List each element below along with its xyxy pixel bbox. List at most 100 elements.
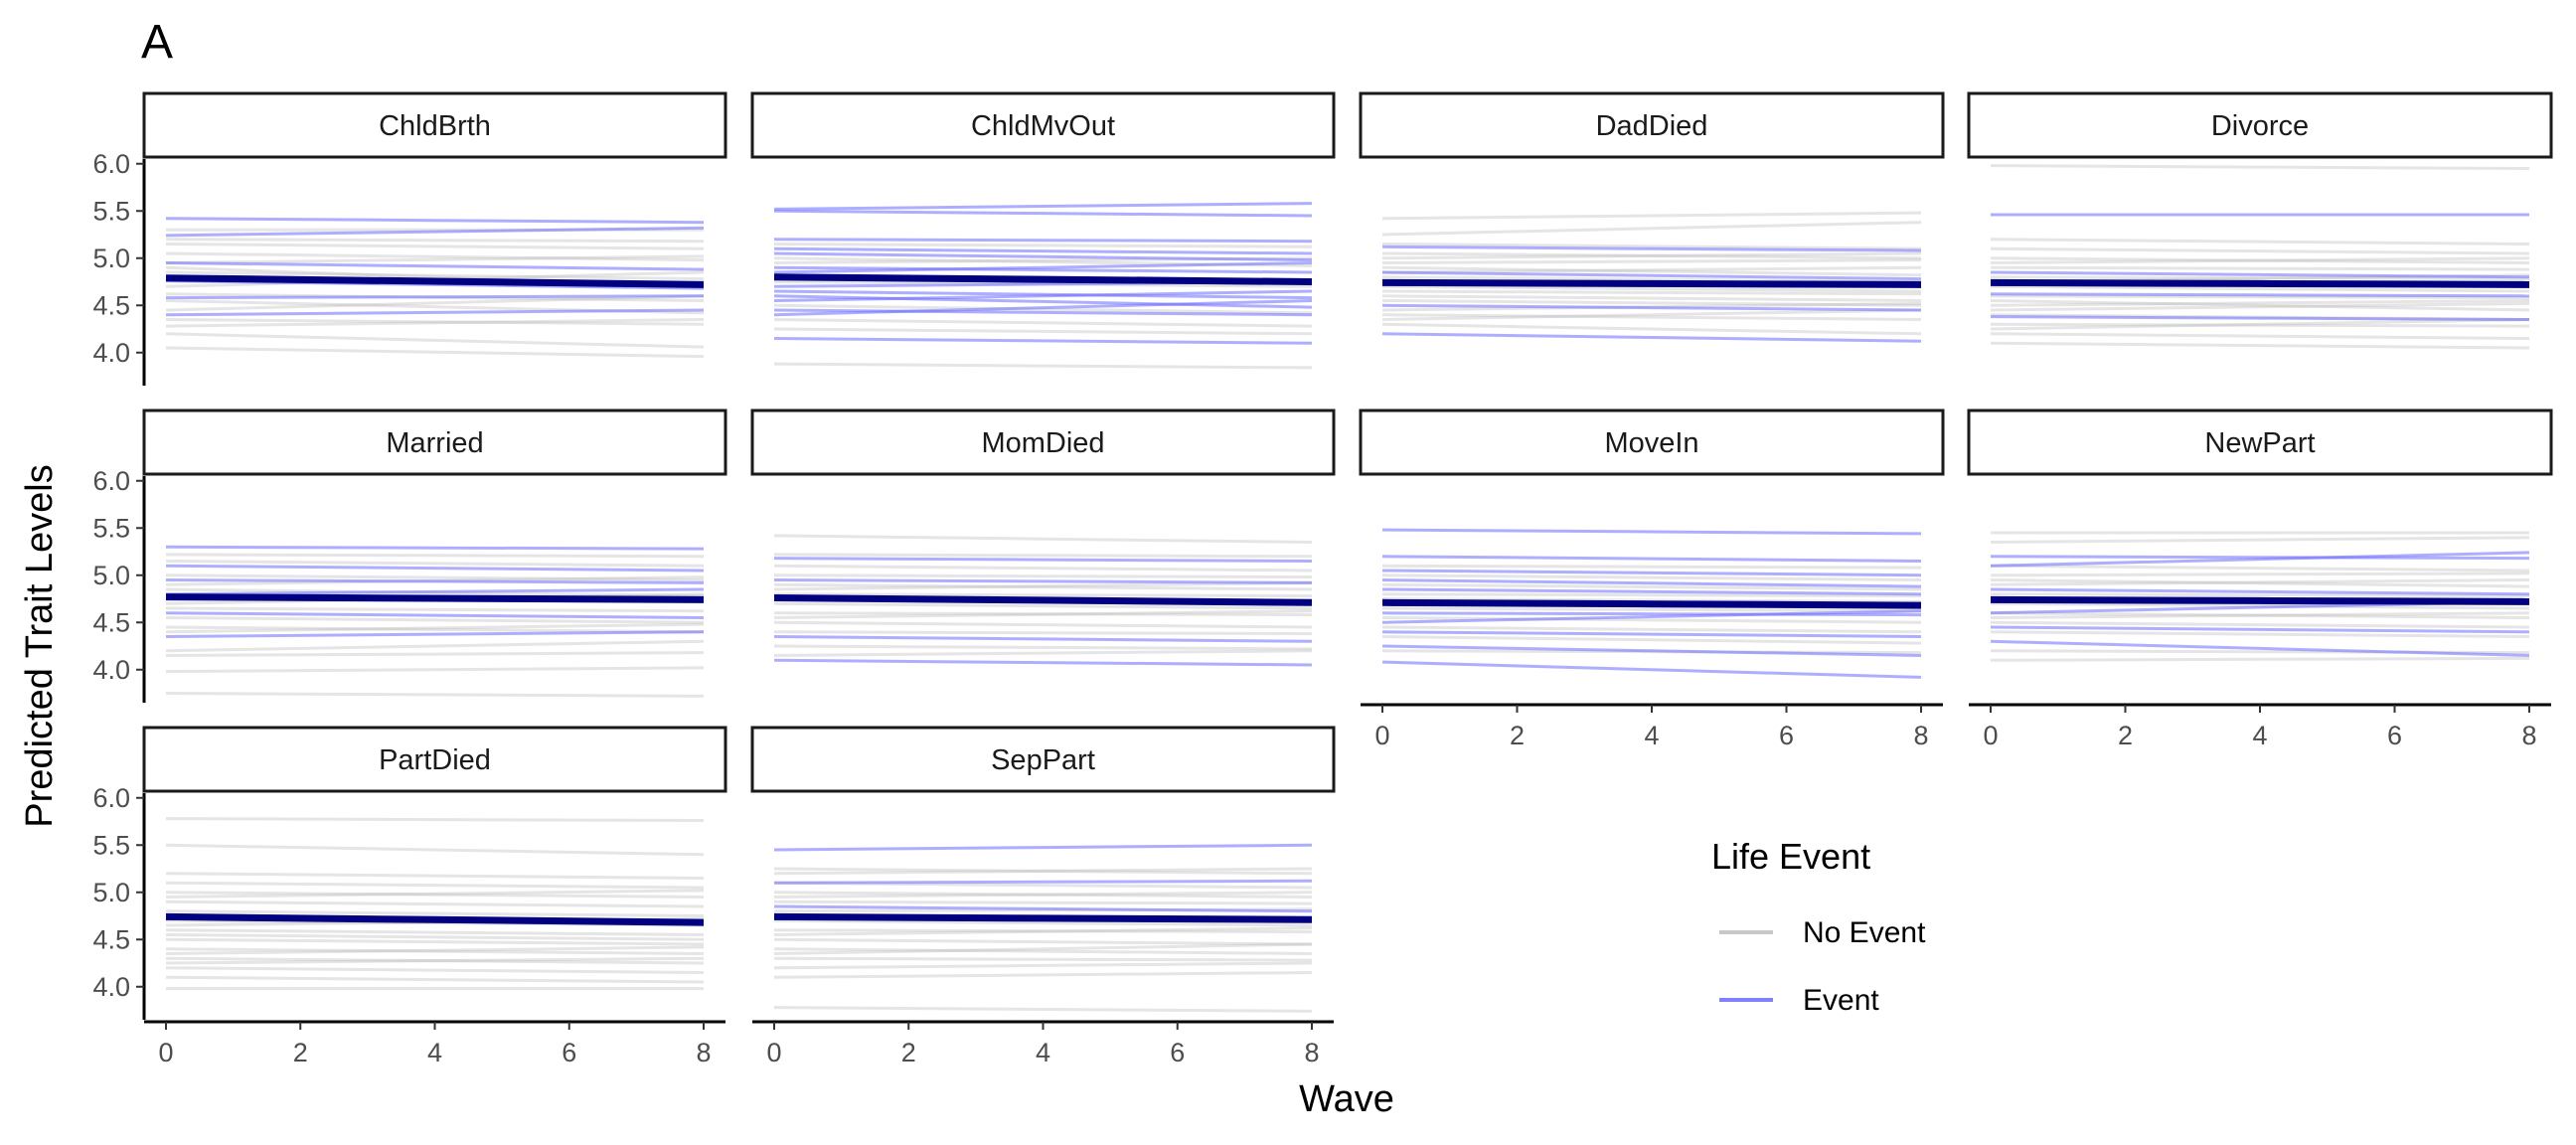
event-line	[773, 261, 1313, 274]
legend-label-no-event: No Event	[1803, 916, 1926, 949]
no-event-line	[1381, 616, 1922, 624]
x-axis-seppart: 0 2 4 6 8	[752, 1020, 1334, 1067]
event-line	[773, 246, 1313, 255]
no-event-line	[165, 318, 705, 328]
no-event-line	[165, 881, 705, 890]
facet-strip	[142, 91, 727, 159]
facet-strip	[750, 726, 1336, 793]
no-event-line	[1990, 611, 2530, 619]
no-event-line	[1990, 572, 2530, 577]
y-tick-label: 4.0	[92, 972, 130, 1002]
no-event-line	[1381, 313, 1922, 321]
y-tick-label: 5.0	[92, 244, 130, 273]
facet-panel-married: Married 4.0 4.5 5.0 5.5 6.0	[92, 409, 727, 703]
no-event-line	[1990, 592, 2530, 598]
facet-panel-chldmvout: ChldMvOut	[750, 91, 1336, 370]
no-event-line	[165, 243, 705, 250]
no-event-line	[773, 620, 1313, 629]
no-event-line	[1990, 341, 2530, 350]
no-event-line	[773, 867, 1313, 876]
no-event-line	[1381, 221, 1922, 237]
y-tick-label: 5.5	[92, 513, 130, 543]
event-line	[1381, 611, 1922, 617]
event-line	[1381, 245, 1922, 252]
x-tick-label: 6	[2387, 721, 2402, 750]
no-event-line	[1990, 164, 2530, 170]
no-event-line	[1381, 564, 1922, 570]
no-event-line	[773, 937, 1313, 946]
facet-panel-partdied: PartDied 4.0 4.5 5.0 5.5 6.0	[92, 726, 727, 1020]
facet-strip-label: SepPart	[991, 744, 1095, 776]
no-event-line	[773, 243, 1313, 248]
no-event-line	[773, 926, 1313, 936]
facet-strip-label: ChldMvOut	[971, 110, 1115, 142]
no-event-line	[1990, 256, 2530, 264]
event-line	[165, 564, 705, 572]
facet-panel-daddied: DadDied	[1359, 91, 1945, 343]
x-tick-label: 0	[1983, 721, 1998, 750]
facet-panel-seppart: SepPart	[750, 726, 1336, 1013]
no-event-line	[165, 889, 705, 899]
no-event-line	[1381, 243, 1922, 250]
y-tick-label: 6.0	[92, 149, 130, 179]
no-event-line	[165, 933, 705, 941]
no-event-line	[773, 649, 1313, 657]
mean-trend-line	[773, 594, 1313, 606]
no-event-line	[1990, 238, 2530, 245]
no-event-line	[773, 900, 1313, 905]
no-event-line	[1990, 246, 2530, 255]
event-line	[1381, 569, 1922, 577]
event-line	[165, 578, 705, 584]
x-tick-label: 2	[901, 1038, 916, 1067]
no-event-line	[165, 616, 705, 624]
event-line	[773, 557, 1313, 563]
no-event-line	[773, 327, 1313, 336]
event-line	[773, 904, 1313, 913]
event-line	[773, 251, 1313, 262]
no-event-line	[1381, 299, 1922, 307]
no-event-line	[165, 251, 705, 262]
no-event-line	[165, 966, 705, 974]
event-line	[773, 299, 1313, 317]
no-event-line	[1381, 251, 1922, 260]
no-event-line	[165, 975, 705, 984]
no-event-line	[165, 909, 705, 917]
x-tick-label: 4	[427, 1038, 442, 1067]
no-event-line	[773, 891, 1313, 899]
no-event-line	[165, 956, 705, 965]
no-event-line	[1381, 265, 1922, 277]
legend-title: Life Event	[1711, 836, 1870, 877]
y-tick-label: 4.0	[92, 338, 130, 368]
no-event-line	[165, 294, 705, 312]
no-event-line	[165, 947, 705, 955]
facet-panel-movein: MoveIn	[1359, 409, 1945, 679]
no-event-line	[1381, 582, 1922, 591]
x-axes: 0 2 4 6 8 0 2 4 6 8 0 2 4 6 8 0 2 4 6 8	[144, 703, 2551, 1067]
event-line	[165, 611, 705, 619]
no-event-line	[773, 630, 1313, 636]
event-line	[773, 289, 1313, 300]
x-tick-label: 0	[766, 1038, 781, 1067]
facet-strip	[142, 726, 727, 793]
event-line	[1381, 270, 1922, 281]
no-event-line	[165, 560, 705, 568]
event-line	[165, 261, 705, 271]
legend-label-event: Event	[1803, 984, 1879, 1017]
no-event-line	[773, 918, 1313, 927]
x-tick-label: 6	[1170, 1038, 1185, 1067]
no-event-line	[165, 666, 705, 674]
no-event-line	[1381, 258, 1922, 264]
facet-strip-label: MomDied	[981, 427, 1104, 459]
no-event-line	[165, 254, 705, 264]
event-line	[165, 217, 705, 225]
facet-panel-newpart: NewPart	[1967, 409, 2553, 662]
no-event-line	[1381, 573, 1922, 581]
no-event-line	[1990, 578, 2530, 588]
x-tick-label: 4	[1036, 1038, 1050, 1067]
no-event-line	[165, 891, 705, 899]
x-tick-label: 6	[562, 1038, 576, 1067]
no-event-line	[165, 956, 705, 965]
no-event-line	[773, 611, 1313, 617]
no-event-line	[773, 867, 1313, 876]
event-line	[773, 658, 1313, 667]
